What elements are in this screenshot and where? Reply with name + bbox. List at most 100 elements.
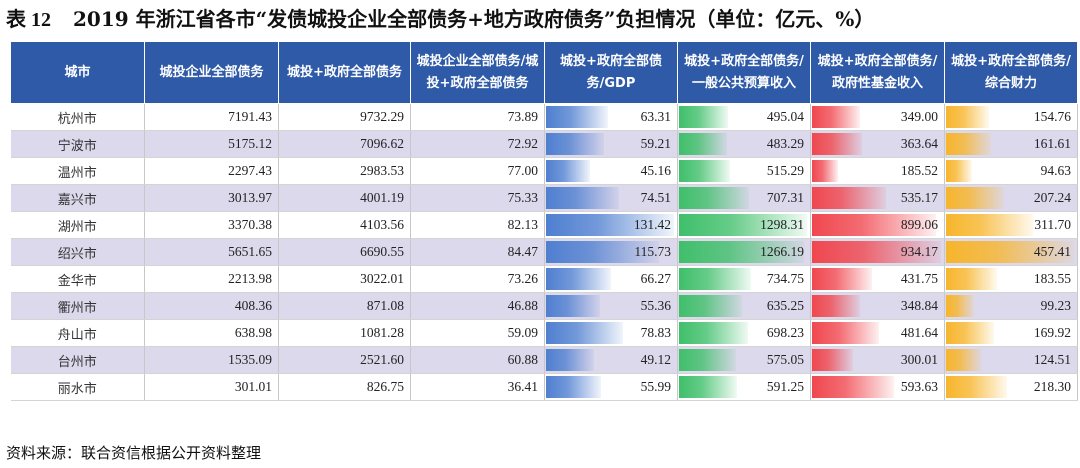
- cell-city: 杭州市: [10, 103, 145, 131]
- cell-lgfv-debt: 2213.98: [144, 265, 279, 293]
- cell-value: 59.21: [640, 136, 671, 151]
- databar: [679, 268, 752, 290]
- databar: [679, 349, 736, 371]
- cell-value: 591.25: [766, 379, 804, 394]
- databar: [946, 349, 981, 371]
- cell-debt-fund-revenue: 481.64: [810, 319, 945, 347]
- cell-total-debt: 826.75: [278, 373, 411, 401]
- cell-value: 124.51: [1033, 352, 1071, 367]
- cell-debt-budget-revenue: 495.04: [677, 103, 811, 131]
- cell-city: 舟山市: [10, 319, 145, 347]
- header-debt-budget-revenue: 城投+政府全部债务/一般公共预算收入: [677, 41, 811, 104]
- cell-city: 台州市: [10, 346, 145, 374]
- table-number: 表 12: [6, 9, 51, 31]
- cell-debt-budget-revenue: 707.31: [677, 184, 811, 212]
- cell-value: 457.41: [1033, 244, 1071, 259]
- header-lgfv-share: 城投企业全部债务/城投+政府全部债务: [410, 41, 545, 104]
- cell-debt-fiscal-capacity: 154.76: [944, 103, 1078, 131]
- cell-value: 707.31: [766, 190, 804, 205]
- databar: [946, 295, 974, 317]
- header-debt-fiscal-capacity: 城投+政府全部债务/综合财力: [944, 41, 1078, 104]
- cell-lgfv-debt: 2297.43: [144, 157, 279, 185]
- cell-value: 78.83: [640, 325, 671, 340]
- cell-value: 899.06: [900, 217, 938, 232]
- cell-debt-fund-revenue: 535.17: [810, 184, 945, 212]
- cell-debt-budget-revenue: 1298.31: [677, 211, 811, 239]
- cell-value: 218.30: [1033, 379, 1071, 394]
- databar: [812, 376, 894, 398]
- cell-lgfv-share: 73.26: [410, 265, 545, 293]
- databar: [546, 187, 619, 209]
- table-row: 丽水市 301.01 826.75 36.41 55.99 591.25 593.63 218…: [10, 373, 1078, 401]
- cell-debt-budget-revenue: 575.05: [677, 346, 811, 374]
- cell-lgfv-debt: 301.01: [144, 373, 279, 401]
- cell-value: 698.23: [766, 325, 804, 340]
- databar: [812, 295, 861, 317]
- cell-lgfv-debt: 1535.09: [144, 346, 279, 374]
- cell-lgfv-share: 72.92: [410, 130, 545, 158]
- cell-debt-fund-revenue: 934.17: [810, 238, 945, 266]
- cell-city: 温州市: [10, 157, 145, 185]
- databar: [546, 241, 659, 263]
- table-row: 湖州市 3370.38 4103.56 82.13 131.42 1298.31 899.0…: [10, 211, 1078, 239]
- cell-value: 593.63: [900, 379, 938, 394]
- cell-value: 55.36: [640, 298, 671, 313]
- cell-value: 55.99: [640, 379, 671, 394]
- cell-value: 49.12: [640, 352, 671, 367]
- table-row: 绍兴市 5651.65 6690.55 84.47 115.73 1266.19 934.1…: [10, 238, 1078, 266]
- cell-value: 115.73: [634, 244, 671, 259]
- cell-value: 635.25: [766, 298, 804, 313]
- cell-debt-fund-revenue: 349.00: [810, 103, 945, 131]
- cell-debt-budget-revenue: 483.29: [677, 130, 811, 158]
- cell-debt-fiscal-capacity: 457.41: [944, 238, 1078, 266]
- cell-total-debt: 4001.19: [278, 184, 411, 212]
- cell-lgfv-debt: 408.36: [144, 292, 279, 320]
- databar: [679, 133, 727, 155]
- cell-city: 衢州市: [10, 292, 145, 320]
- cell-value: 45.16: [640, 163, 671, 178]
- cell-value: 495.04: [766, 109, 804, 124]
- databar: [946, 322, 994, 344]
- databar: [946, 160, 973, 182]
- databar: [546, 133, 604, 155]
- cell-total-debt: 9732.29: [278, 103, 411, 131]
- cell-total-debt: 3022.01: [278, 265, 411, 293]
- cell-total-debt: 4103.56: [278, 211, 411, 239]
- cell-lgfv-share: 84.47: [410, 238, 545, 266]
- cell-debt-gdp: 74.51: [544, 184, 678, 212]
- databar: [546, 268, 611, 290]
- cell-value: 131.42: [633, 217, 671, 232]
- header-lgfv-debt: 城投企业全部债务: [144, 41, 279, 104]
- cell-value: 734.75: [766, 271, 804, 286]
- cell-value: 300.01: [900, 352, 938, 367]
- cell-debt-gdp: 115.73: [544, 238, 678, 266]
- cell-debt-budget-revenue: 635.25: [677, 292, 811, 320]
- databar: [812, 187, 886, 209]
- cell-lgfv-debt: 3013.97: [144, 184, 279, 212]
- table-row: 宁波市 5175.12 7096.62 72.92 59.21 483.29 363.64 1…: [10, 130, 1078, 158]
- cell-value: 481.64: [900, 325, 938, 340]
- table-title: 2019 年浙江省各市“发债城投企业全部债务+地方政府债务”负担情况（单位：亿元…: [73, 7, 875, 31]
- databar: [679, 241, 804, 263]
- cell-city: 丽水市: [10, 373, 145, 401]
- cell-value: 311.70: [1034, 217, 1071, 232]
- cell-value: 1298.31: [760, 217, 804, 232]
- cell-debt-gdp: 55.36: [544, 292, 678, 320]
- cell-city: 湖州市: [10, 211, 145, 239]
- cell-value: 185.52: [900, 163, 938, 178]
- cell-debt-fiscal-capacity: 124.51: [944, 346, 1078, 374]
- cell-lgfv-share: 77.00: [410, 157, 545, 185]
- databar: [546, 376, 601, 398]
- cell-debt-budget-revenue: 698.23: [677, 319, 811, 347]
- databar: [546, 106, 608, 128]
- table-row: 台州市 1535.09 2521.60 60.88 49.12 575.05 300.01 1…: [10, 346, 1078, 374]
- cell-debt-fund-revenue: 593.63: [810, 373, 945, 401]
- databar: [812, 160, 838, 182]
- cell-value: 207.24: [1033, 190, 1071, 205]
- cell-lgfv-share: 36.41: [410, 373, 545, 401]
- cell-debt-gdp: 59.21: [544, 130, 678, 158]
- databar: [812, 241, 941, 263]
- cell-lgfv-share: 73.89: [410, 103, 545, 131]
- cell-debt-fiscal-capacity: 161.61: [944, 130, 1078, 158]
- cell-lgfv-share: 46.88: [410, 292, 545, 320]
